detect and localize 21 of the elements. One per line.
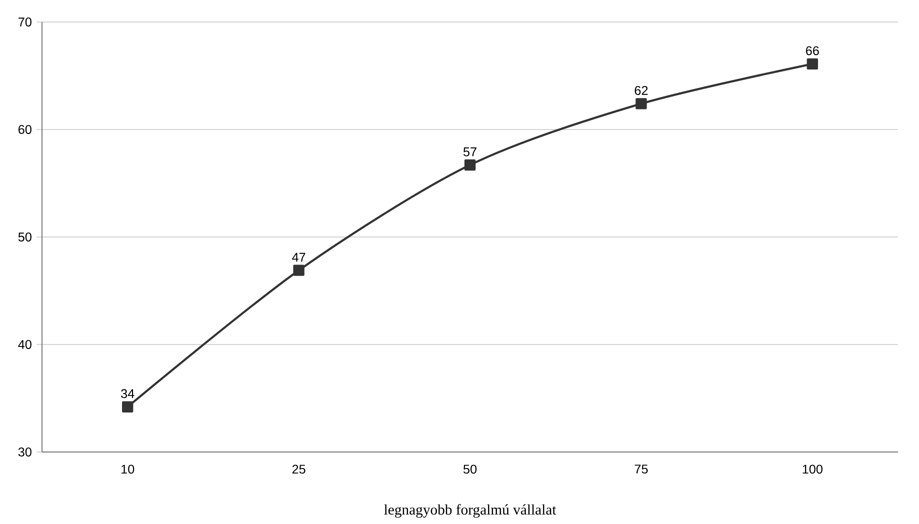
y-tick-label: 70 [18, 18, 32, 26]
data-label: 62 [634, 86, 648, 95]
point [293, 264, 304, 276]
data-label: 34 [121, 389, 134, 398]
y-tick-label: 60 [18, 125, 32, 134]
point [122, 401, 134, 412]
x-tick-label: 10 [122, 464, 134, 474]
point [464, 159, 476, 171]
x-axis-title: legnagyobb forgalmú vállalat [384, 504, 556, 518]
data-label: 57 [463, 147, 476, 156]
y-tick-label: 40 [18, 340, 32, 349]
data-label: 66 [806, 46, 819, 56]
x-tick-label: 75 [634, 464, 648, 474]
x-tick-label: 50 [463, 464, 477, 474]
x-tick-label: 25 [292, 464, 306, 474]
y-tick-label: 30 [18, 448, 32, 456]
point [806, 58, 818, 70]
x-tick-label: 100 [802, 464, 822, 474]
data-label: 47 [292, 252, 306, 262]
y-tick-label: 50 [18, 232, 32, 242]
point [636, 98, 647, 110]
